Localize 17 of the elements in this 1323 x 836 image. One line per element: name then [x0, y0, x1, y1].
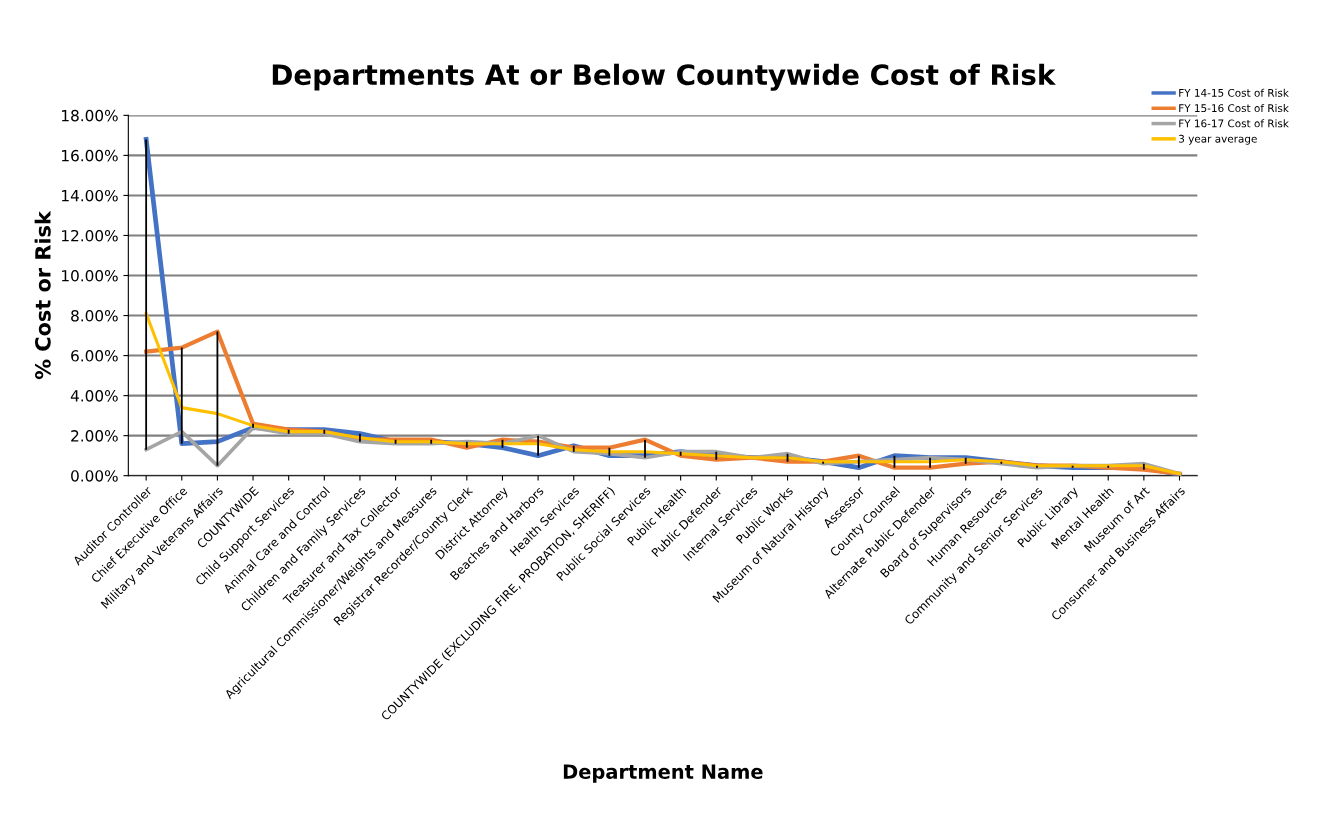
y-tick-label: 0.00% — [71, 470, 118, 482]
legend-label: 3 year average — [1179, 134, 1257, 145]
y-tick-label: 18.00% — [62, 109, 118, 122]
legend-label: FY 15-16 Cost of Risk — [1179, 104, 1289, 113]
legend-label: FY 14-15 Cost of Risk — [1179, 88, 1289, 97]
y-tick-label: 16.00% — [62, 149, 118, 162]
y-tick-label: 8.00% — [71, 310, 118, 322]
x-axis-title: Department Name — [563, 764, 763, 783]
y-tick-label: 4.00% — [70, 390, 118, 402]
y-tick-label: 2.00% — [71, 430, 118, 442]
y-axis-title: % Cost or Risk — [34, 210, 51, 380]
legend-label: FY 16-17 Cost of Risk — [1179, 119, 1289, 128]
y-tick-label: 14.00% — [62, 189, 118, 202]
y-tick-label: 6.00% — [71, 350, 118, 362]
y-tick-label: 10.00% — [62, 269, 118, 282]
chart-title: Departments At or Below Countywide Cost of Risk — [272, 63, 1056, 91]
y-tick-label: 12.00% — [62, 229, 118, 242]
